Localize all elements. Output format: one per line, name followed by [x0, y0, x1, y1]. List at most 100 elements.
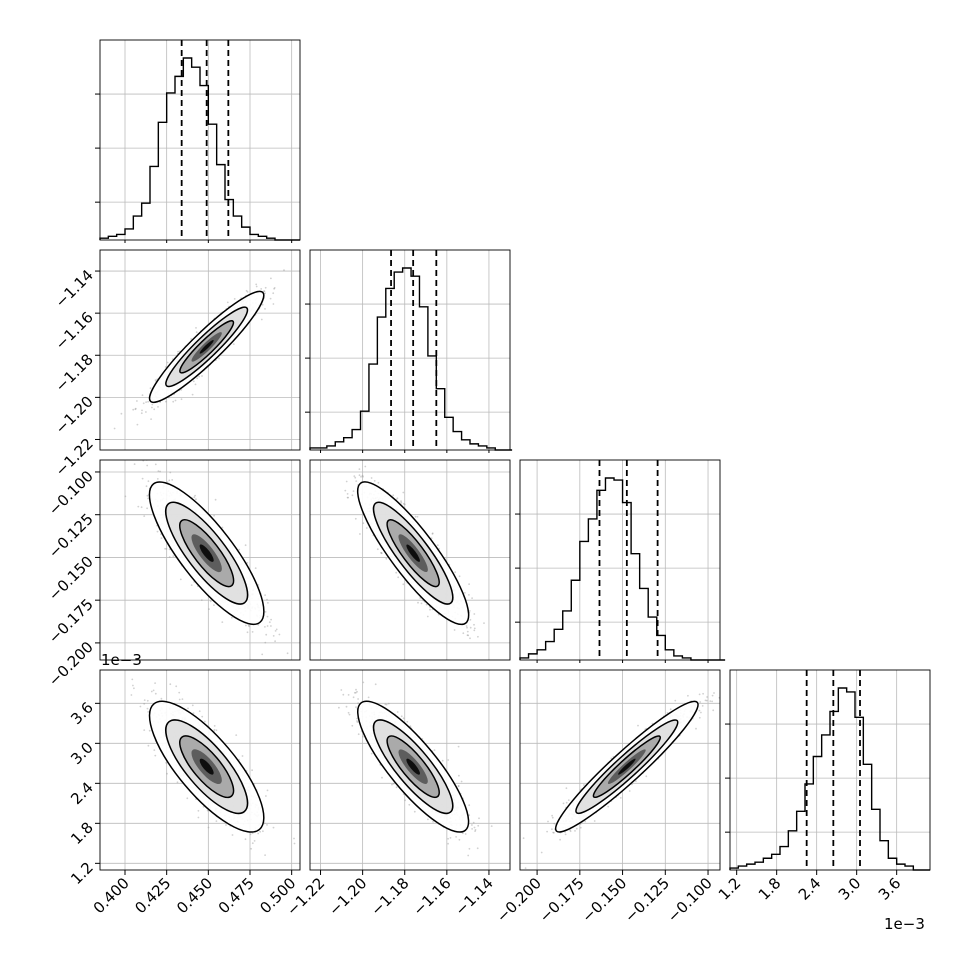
scatter-point [202, 805, 205, 808]
scatter-point [166, 772, 168, 775]
scatter-point [293, 837, 295, 840]
scatter-point [400, 501, 403, 504]
scatter-point [140, 506, 143, 509]
scatter-point [244, 544, 247, 547]
scatter-point [165, 548, 168, 550]
panel-background [310, 250, 510, 450]
scatter-point [178, 691, 181, 694]
scatter-point [488, 663, 490, 665]
scatter-point [429, 608, 431, 611]
scatter-point [141, 394, 144, 397]
scatter-point [354, 476, 357, 479]
scatter-point [352, 490, 355, 492]
scatter-point [466, 630, 469, 633]
scatter-point [414, 515, 417, 518]
scatter-point [364, 465, 367, 468]
scatter-point [473, 627, 476, 630]
scatter-point [246, 291, 249, 293]
scatter-point [403, 503, 406, 506]
scatter-point [272, 826, 275, 829]
scatter-point [353, 475, 356, 477]
scatter-point [147, 400, 150, 403]
panel-content [100, 670, 300, 870]
scatter-point [201, 375, 203, 377]
scatter-point [270, 618, 272, 621]
scatter-point [208, 608, 210, 610]
panel-frame [729, 669, 931, 871]
scatter-point [169, 471, 172, 474]
scatter-point [249, 833, 252, 836]
scatter-point [172, 555, 175, 557]
histogram-step [99, 57, 300, 241]
scatter-point [146, 494, 149, 497]
scatter-point [143, 729, 146, 731]
scatter-point [380, 552, 383, 555]
scatter-panel-2-0 [99, 459, 301, 661]
contour-line [356, 481, 470, 626]
scatter-point [402, 491, 405, 494]
contour-line [179, 320, 235, 374]
scatter-point [141, 409, 143, 412]
scatter-point [152, 689, 155, 692]
scatter-point [261, 303, 264, 306]
scatter-point [264, 594, 266, 596]
scatter-point [395, 571, 398, 574]
scatter-point [160, 697, 163, 700]
scatter-point [466, 626, 468, 629]
scatter-point [250, 847, 253, 850]
contour-line [148, 481, 265, 626]
scatter-point [137, 505, 140, 508]
scatter-point [146, 464, 149, 467]
scatter-point [209, 600, 212, 603]
scatter-point [157, 470, 160, 472]
histogram-step [309, 267, 513, 451]
scatter-point [147, 480, 150, 483]
scatter-point [380, 551, 382, 554]
scatter-point [146, 707, 149, 710]
scatter-point [246, 631, 249, 634]
scatter-point [361, 474, 364, 477]
scatter-point [156, 530, 159, 533]
scatter-point [254, 567, 257, 569]
scatter-point [265, 633, 268, 636]
scatter-point [124, 495, 127, 498]
scatter-point [190, 338, 193, 340]
panel-frame [99, 459, 301, 661]
scatter-point [153, 408, 156, 411]
density-ellipse [199, 544, 214, 562]
scatter-point [355, 480, 358, 482]
scatter-point [346, 493, 349, 495]
scatter-point [246, 562, 249, 564]
scatter-point [196, 377, 199, 380]
scatter-point [113, 427, 116, 430]
scatter-point [165, 400, 167, 403]
scatter-point [358, 474, 361, 477]
scatter-point [344, 489, 347, 492]
scatter-point [376, 548, 379, 551]
scatter-point [142, 402, 145, 405]
scatter-point [274, 640, 276, 643]
scatter-point [397, 576, 400, 579]
scatter-point [266, 598, 268, 601]
scatter-point [263, 290, 266, 293]
scatter-point [251, 842, 254, 845]
panel-frame [309, 459, 511, 661]
scatter-point [232, 343, 235, 345]
scatter-point [270, 277, 272, 280]
scatter-point [194, 383, 197, 386]
scatter-point [154, 379, 157, 382]
scatter-point [466, 634, 469, 637]
scatter-point [373, 480, 376, 482]
scatter-point [151, 406, 153, 409]
scatter-point [238, 548, 241, 551]
scatter-point [469, 618, 472, 621]
scatter-point [400, 500, 402, 503]
contour-line [165, 306, 249, 388]
scatter-point [402, 502, 405, 505]
scatter-point [462, 632, 465, 635]
hist-panel-3 [725, 669, 931, 871]
scatter-point [133, 687, 135, 690]
scatter-point [260, 318, 263, 321]
scatter-point [267, 602, 269, 604]
scatter-point [213, 514, 216, 517]
